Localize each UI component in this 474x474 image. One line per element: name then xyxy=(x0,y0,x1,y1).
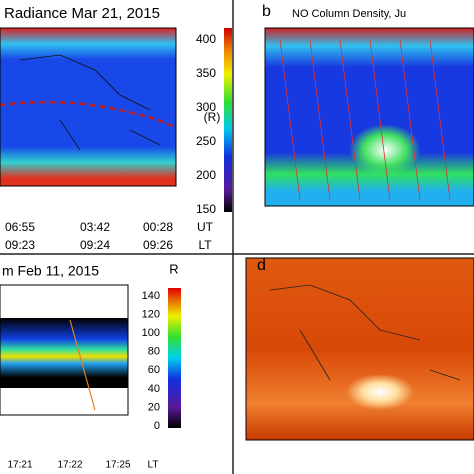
time-label: UT xyxy=(197,220,214,234)
time-label: 03:42 xyxy=(80,220,110,234)
panel-label: d xyxy=(257,257,266,274)
colorbar xyxy=(168,288,181,428)
colorbar-tick-label: 0 xyxy=(154,420,160,432)
feature xyxy=(349,124,421,176)
panel-d: d xyxy=(246,257,474,440)
panel-title: Radiance Mar 21, 2015 xyxy=(4,5,160,22)
colorbar-tick-label: 40 xyxy=(148,383,160,395)
colorbar-tick-label: 350 xyxy=(196,66,216,80)
colorbar-tick-label: 80 xyxy=(148,346,160,358)
time-label: LT xyxy=(148,460,159,471)
colorbar-tick-label: 300 xyxy=(196,100,216,114)
time-label: 09:26 xyxy=(143,238,173,252)
feature xyxy=(346,374,414,410)
map xyxy=(246,258,474,440)
time-label: 17:22 xyxy=(57,460,82,471)
panel-b: b NO Column Density, Ju xyxy=(262,3,474,206)
colorbar-tick-label: 400 xyxy=(196,32,216,46)
panel-label: b xyxy=(262,3,271,20)
map xyxy=(0,318,128,388)
colorbar-tick-label: 200 xyxy=(196,168,216,182)
colorbar-tick-label: 100 xyxy=(142,327,160,339)
colorbar-tick-label: 250 xyxy=(196,134,216,148)
time-label: 00:28 xyxy=(143,220,173,234)
time-label: 17:21 xyxy=(7,460,32,471)
colorbar-tick-label: 20 xyxy=(148,401,160,413)
colorbar-tick-label: 120 xyxy=(142,308,160,320)
colorbar xyxy=(224,28,232,212)
map xyxy=(0,28,176,186)
colorbar-label: R xyxy=(169,261,178,276)
time-label: 06:55 xyxy=(5,220,35,234)
map xyxy=(265,28,474,206)
time-label: 17:25 xyxy=(105,460,130,471)
figure: Radiance Mar 21, 2015 (R) b NO Column De… xyxy=(0,0,474,474)
panel-title: NO Column Density, Ju xyxy=(292,8,406,20)
time-label: 09:23 xyxy=(5,238,35,252)
time-label: 09:24 xyxy=(80,238,110,252)
colorbar-tick-label: 60 xyxy=(148,364,160,376)
colorbar-tick-label: 140 xyxy=(142,290,160,302)
panel-title: m Feb 11, 2015 xyxy=(2,263,99,279)
time-label: LT xyxy=(198,238,212,252)
colorbar-tick-label: 150 xyxy=(196,202,216,216)
